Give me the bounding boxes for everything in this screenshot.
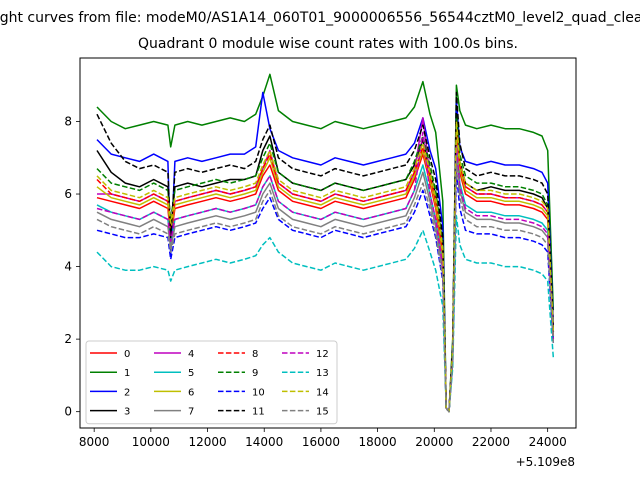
x-tick-label: 20000 [415,435,453,449]
series-line-10 [96,171,555,413]
x-tick-label: 16000 [302,435,340,449]
y-tick-label: 0 [64,405,72,419]
legend-label-1: 1 [124,368,130,379]
x-tick-label: 12000 [188,435,226,449]
legend-label-7: 7 [188,407,194,418]
series-line-9 [96,113,555,413]
x-tick-label: 22000 [472,435,510,449]
x-offset-label: +5.109e8 [516,455,575,469]
y-tick-label: 6 [64,187,72,201]
y-tick-label: 2 [64,332,72,346]
series-line-6 [96,127,555,413]
x-tick-label: 10000 [132,435,170,449]
series-line-11 [96,91,555,413]
series-line-13 [96,215,555,413]
series-line-0 [96,131,555,413]
y-tick-label: 4 [64,260,72,274]
legend-label-15: 15 [316,407,329,418]
x-tick-label: 24000 [529,435,567,449]
legend-label-6: 6 [188,387,194,398]
series-line-15 [96,160,555,413]
x-axis: 8000 10000 12000 14000 16000 18000 20000 22000 2… [79,428,567,449]
x-tick-label: 8000 [79,435,110,449]
legend-label-2: 2 [124,387,130,398]
figure-suptitle: Light curves from file: modeM0/AS1A14_06… [0,10,640,26]
y-axis: 0 2 4 6 8 [64,114,80,419]
series-line-1 [96,73,555,413]
series-line-7 [96,149,555,413]
legend-label-11: 11 [252,407,265,418]
plot-frame [79,57,577,429]
series-layer [96,73,555,413]
legend-frame [85,340,338,425]
x-tick-label: 18000 [359,435,397,449]
legend-label-9: 9 [252,368,258,379]
legend-label-10: 10 [252,387,265,398]
chart-title: Quadrant 0 module wise count rates with … [138,36,518,52]
legend-label-12: 12 [316,349,329,360]
legend-label-3: 3 [124,407,130,418]
series-line-5 [96,142,555,413]
legend-label-5: 5 [188,368,194,379]
legend-label-4: 4 [188,349,194,360]
legend-label-8: 8 [252,349,258,360]
series-line-2 [96,91,555,413]
x-tick-label: 14000 [245,435,283,449]
series-line-14 [96,120,555,413]
y-tick-label: 8 [64,114,72,128]
figure-suptitle-box: Light curves from file: modeM0/AS1A14_06… [0,10,640,30]
legend-label-0: 0 [124,349,130,360]
legend-label-14: 14 [316,387,329,398]
series-line-8 [96,124,555,413]
legend-label-13: 13 [316,368,329,379]
